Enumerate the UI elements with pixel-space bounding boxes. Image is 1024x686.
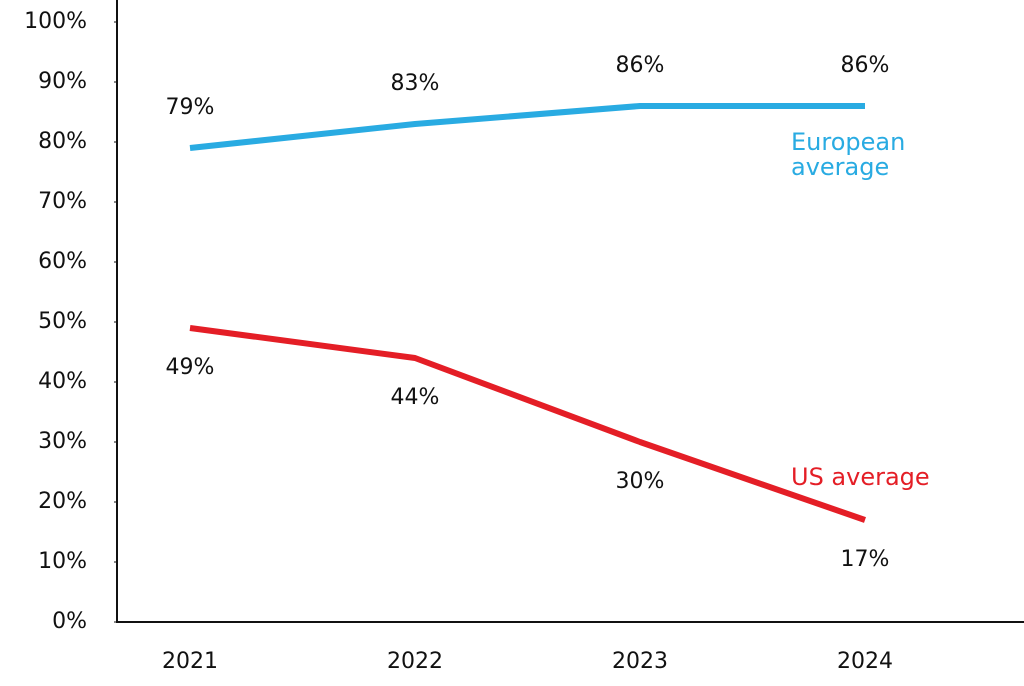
- y-tick-label: 90%: [38, 69, 87, 94]
- y-tick-label: 70%: [38, 189, 87, 214]
- data-label: 86%: [616, 53, 665, 78]
- series-label: European average: [791, 128, 906, 181]
- data-label: 86%: [841, 53, 890, 78]
- data-label: 44%: [391, 385, 440, 410]
- y-tick-label: 30%: [38, 429, 87, 454]
- x-tick-label: 2021: [162, 649, 218, 674]
- series-label: US average: [791, 463, 930, 491]
- x-tick-label: 2023: [612, 649, 668, 674]
- y-tick-label: 10%: [38, 549, 87, 574]
- y-tick-label: 60%: [38, 249, 87, 274]
- series-line: [189, 325, 866, 523]
- y-tick-label: 100%: [24, 9, 87, 34]
- y-tick-label: 40%: [38, 369, 87, 394]
- data-label: 49%: [166, 355, 215, 380]
- y-tick-label: 80%: [38, 129, 87, 154]
- x-tick-label: 2024: [837, 649, 893, 674]
- series-line: [189, 103, 865, 151]
- data-label: 83%: [391, 71, 440, 96]
- y-tick-label: 0%: [52, 609, 87, 634]
- data-label: 79%: [166, 95, 215, 120]
- data-label: 30%: [616, 469, 665, 494]
- data-label: 17%: [841, 547, 890, 572]
- y-tick-label: 50%: [38, 309, 87, 334]
- x-tick-label: 2022: [387, 649, 443, 674]
- y-tick-label: 20%: [38, 489, 87, 514]
